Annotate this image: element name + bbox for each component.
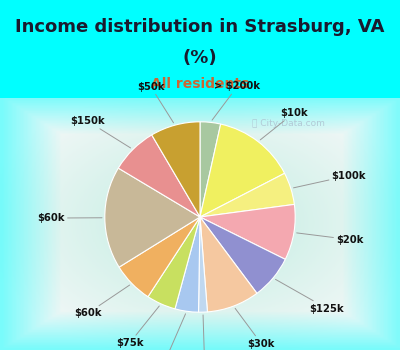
Text: All residents: All residents (151, 77, 249, 91)
Wedge shape (200, 122, 221, 217)
Text: (%): (%) (183, 49, 217, 67)
Text: $60k: $60k (37, 213, 102, 223)
Text: $30k: $30k (235, 308, 275, 349)
Wedge shape (175, 217, 200, 312)
Wedge shape (118, 135, 200, 217)
Text: $200k: $200k (188, 315, 222, 350)
Wedge shape (105, 168, 200, 267)
Text: Income distribution in Strasburg, VA: Income distribution in Strasburg, VA (15, 18, 385, 36)
Text: $150k: $150k (70, 116, 130, 148)
Text: $100k: $100k (294, 170, 366, 188)
Wedge shape (119, 217, 200, 297)
Text: $40k: $40k (152, 314, 186, 350)
Text: $75k: $75k (116, 306, 159, 348)
Text: $20k: $20k (297, 233, 364, 245)
Wedge shape (152, 122, 200, 217)
Wedge shape (148, 217, 200, 309)
Wedge shape (200, 217, 257, 312)
Text: $125k: $125k (276, 279, 344, 314)
Text: > $200k: > $200k (212, 82, 260, 120)
Wedge shape (200, 124, 284, 217)
Text: $60k: $60k (74, 285, 130, 318)
Wedge shape (200, 204, 295, 259)
Text: ⓘ City-Data.com: ⓘ City-Data.com (252, 119, 324, 128)
Wedge shape (200, 217, 285, 293)
Text: $10k: $10k (260, 108, 308, 140)
Wedge shape (200, 173, 294, 217)
Wedge shape (198, 217, 208, 312)
Text: $50k: $50k (137, 82, 174, 123)
